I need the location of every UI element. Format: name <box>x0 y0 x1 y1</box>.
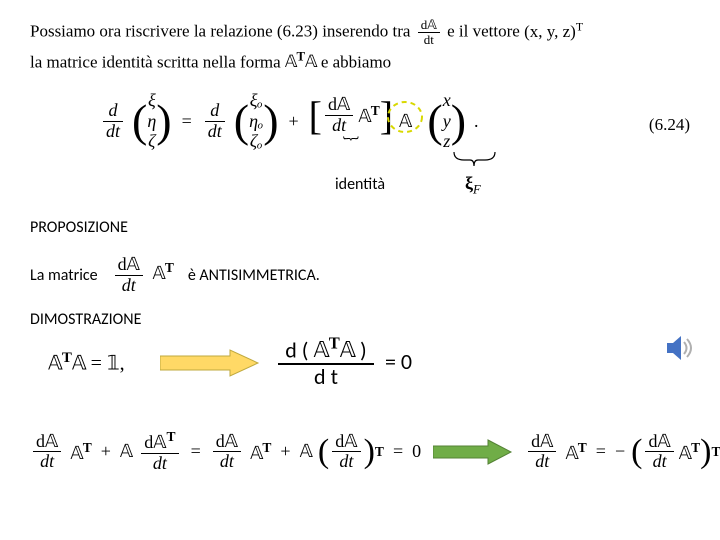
proposizione-line: La matrice d𝔸dt 𝔸T è ANTISIMMETRICA. <box>30 255 320 296</box>
arrow-right-icon <box>160 348 260 378</box>
arrow-right-green-icon <box>433 439 513 465</box>
equation-6-24: ddt ( ξ η ζ ) = ddt ( ξₒ ηₒ ζₒ ) + [ <box>100 90 479 152</box>
final-equation: d𝔸dt 𝔸T + 𝔸 d𝔸Tdt = d𝔸dt 𝔸T + 𝔸 ( d𝔸dt )… <box>30 430 720 474</box>
intro-line1a: Possiamo ora riscrivere la relazione (6.… <box>30 22 415 41</box>
xiF-label: ξF <box>465 173 481 198</box>
eq-number: (6.24) <box>649 115 690 135</box>
proposizione-title: PROPOSIZIONE <box>30 218 128 237</box>
speaker-icon[interactable] <box>665 333 695 363</box>
identity-block: [ d𝔸dt 𝔸T ] ︸ <box>309 92 393 151</box>
deriv-eq-zero: d ( 𝔸T𝔸 ) d t = 0 <box>275 335 412 389</box>
ata-identity: 𝔸T𝔸 = 𝟙, <box>48 350 125 376</box>
brace-icon <box>452 150 497 172</box>
intro-line1b: e il vettore <box>447 22 524 41</box>
intro-line2: la matrice identità scritta nella forma <box>30 52 285 71</box>
identity-label: identità <box>335 175 385 194</box>
dimostrazione-title: DIMOSTRAZIONE <box>30 310 141 329</box>
intro-paragraph: Possiamo ora riscrivere la relazione (6.… <box>30 18 690 75</box>
dashed-ellipse-icon <box>385 97 425 137</box>
